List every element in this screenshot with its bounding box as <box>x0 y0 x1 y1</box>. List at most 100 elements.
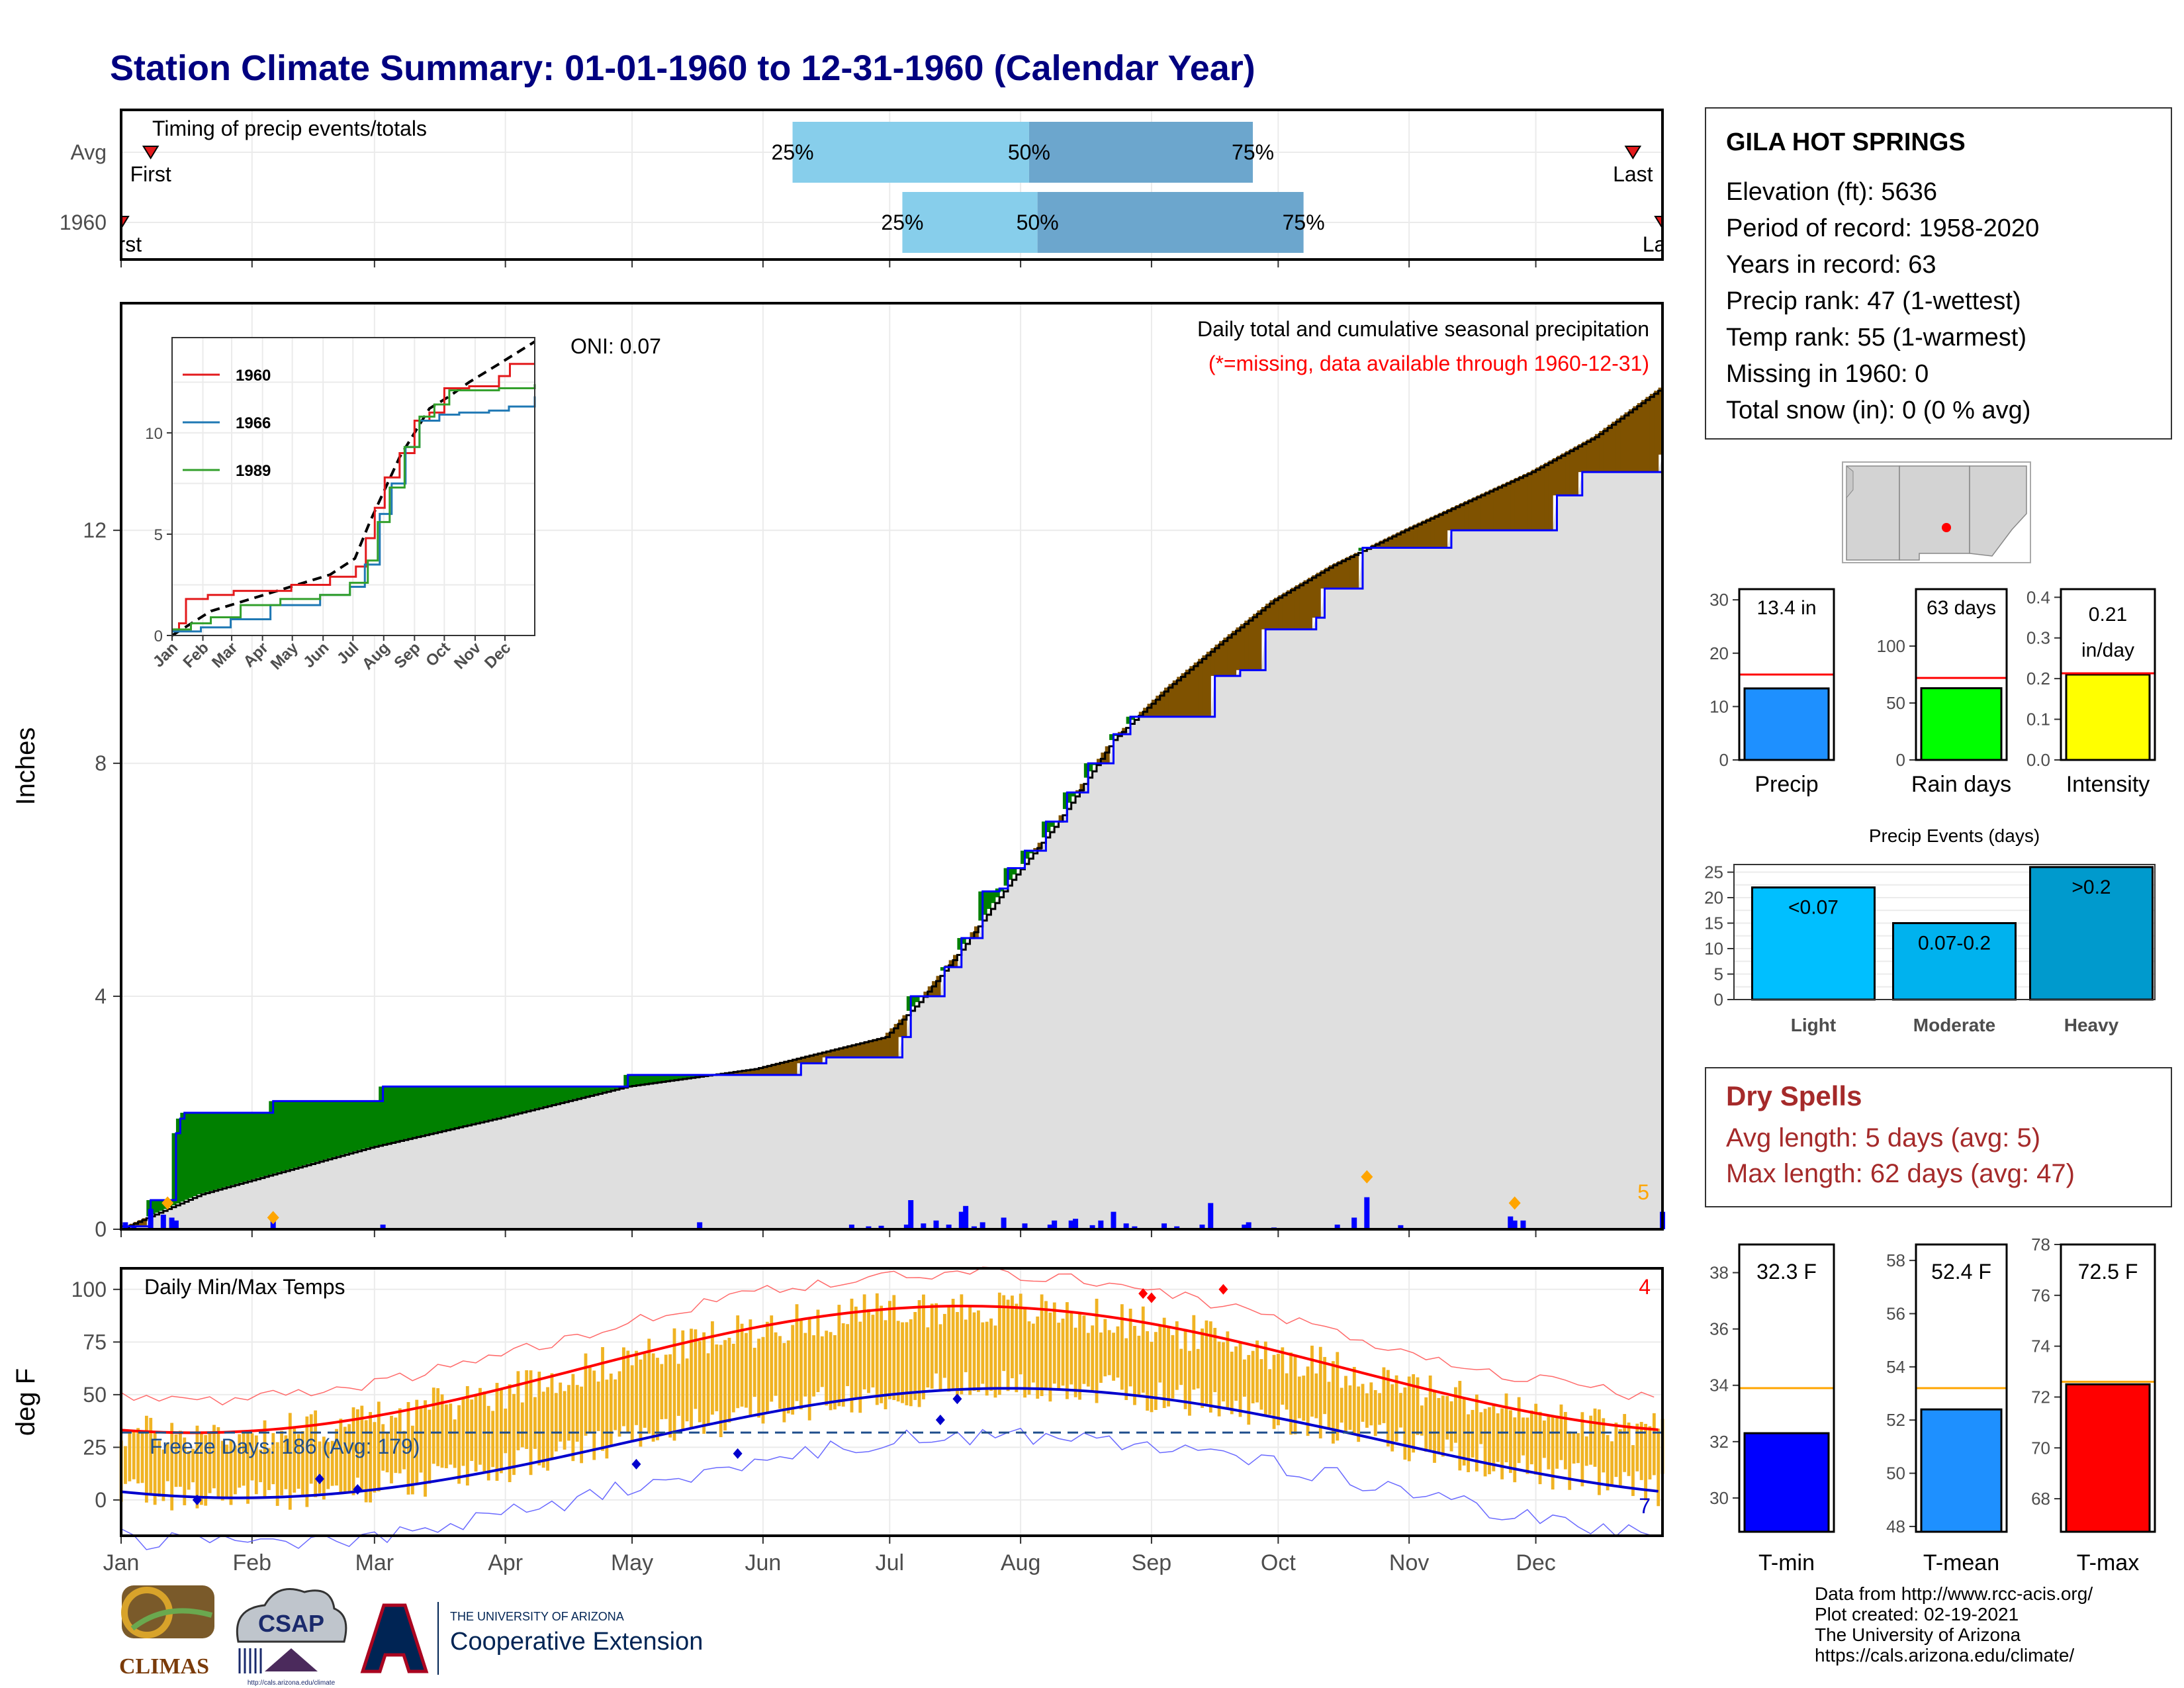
cumulative-diff-segment <box>801 1056 806 1064</box>
daily-temp-bar <box>351 1407 355 1495</box>
cumulative-diff-segment <box>788 1059 794 1075</box>
avg-cumulative-line <box>121 387 1664 1231</box>
daily-temp-bar <box>1657 1429 1661 1507</box>
cumulative-diff-segment <box>1024 851 1030 859</box>
cumulative-diff-segment <box>1459 503 1465 531</box>
daily-temp-bar <box>381 1424 385 1471</box>
cumulative-diff-segment <box>492 1086 498 1119</box>
daily-temp-bar <box>981 1322 985 1384</box>
temp-bar-ytick-label: 56 <box>1886 1303 1905 1323</box>
location-map <box>1842 461 2031 563</box>
daily-temp-bar <box>546 1387 549 1471</box>
daily-temp-bar <box>504 1408 508 1454</box>
daily-temp-bar <box>782 1342 786 1423</box>
daily-temp-bar <box>136 1428 140 1483</box>
daily-temp-bar <box>723 1340 727 1430</box>
record-high-line <box>120 1266 1655 1406</box>
daily-temp-bar <box>470 1399 474 1462</box>
daily-temp-bar <box>1175 1321 1179 1390</box>
cumulative-diff-segment <box>805 1055 810 1064</box>
record-precip-marker <box>161 1196 174 1210</box>
daily-precip-bar <box>1047 1224 1053 1229</box>
cumulative-diff-segment <box>446 1086 451 1129</box>
record-low-marker <box>952 1393 962 1405</box>
cumulative-diff-segment <box>1312 575 1317 618</box>
summary-ytick-label: 100 <box>1877 636 1905 656</box>
daily-temp-bar <box>1369 1382 1373 1426</box>
daily-temp-bar <box>867 1309 870 1393</box>
cumulative-diff-segment <box>1649 393 1655 473</box>
daily-temp-bar <box>1078 1313 1081 1400</box>
daily-temp-bar <box>1006 1299 1010 1391</box>
daily-temp-bar <box>267 1448 271 1490</box>
cumulative-diff-segment <box>1447 508 1452 531</box>
daily-temp-bar <box>989 1318 993 1391</box>
summary-ytick-label: 30 <box>1709 590 1729 610</box>
cumulative-diff-segment <box>1574 446 1578 496</box>
daily-temp-bar <box>778 1336 782 1409</box>
daily-temp-bar <box>158 1440 161 1497</box>
summary-value-label: 63 days <box>1927 597 1996 619</box>
cumulative-diff-segment <box>256 1113 261 1178</box>
cumulative-diff-segment <box>180 1113 185 1202</box>
daily-temp-bar <box>1289 1352 1293 1435</box>
cumulative-diff-segment <box>1404 528 1410 548</box>
daily-temp-bar <box>1382 1367 1386 1423</box>
daily-temp-bar <box>550 1373 554 1460</box>
daily-temp-bar <box>1146 1331 1150 1411</box>
credits: Data from http://www.rcc-acis.org/ Plot … <box>1815 1583 2093 1665</box>
daily-temp-bar <box>1141 1306 1145 1393</box>
map-state-texas <box>1969 465 2027 557</box>
cumulative-diff-segment <box>915 996 920 1002</box>
daily-temp-bar <box>1192 1315 1196 1390</box>
cumulative-diff-segment <box>1265 603 1271 630</box>
daily-temp-bar <box>1538 1411 1542 1485</box>
daily-precip-bar <box>1520 1220 1526 1229</box>
daily-temp-bar <box>242 1430 246 1486</box>
cumulative-diff-segment <box>412 1086 418 1137</box>
daily-temp-bar <box>165 1442 169 1481</box>
daily-temp-bar <box>1162 1317 1166 1409</box>
daily-precip-bar <box>878 1225 884 1229</box>
ua-a-icon <box>360 1603 429 1673</box>
record-precip-marker <box>1508 1196 1521 1210</box>
daily-temp-bar <box>1112 1333 1115 1381</box>
summary-ytick-label: 0.1 <box>2026 710 2050 729</box>
precip-ytick-label: 8 <box>95 751 107 775</box>
cumulative-diff-segment <box>780 1062 785 1075</box>
daily-precip-bar <box>173 1220 179 1229</box>
cumulative-diff-segment <box>201 1113 206 1194</box>
daily-temp-bar <box>761 1336 765 1424</box>
daily-temp-bar <box>1344 1376 1347 1432</box>
daily-temp-bar <box>614 1379 617 1430</box>
daily-temp-bar <box>749 1319 752 1417</box>
cumulative-diff-segment <box>1565 451 1570 496</box>
daily-temp-bar <box>1268 1369 1272 1415</box>
daily-temp-bar <box>275 1442 279 1506</box>
cumulative-diff-segment <box>1042 821 1046 838</box>
cumulative-diff-segment <box>923 992 929 997</box>
cumulative-diff-segment <box>463 1086 468 1126</box>
temp-bar-ytick-label: 68 <box>2031 1489 2050 1509</box>
daily-temp-bar <box>398 1408 402 1474</box>
cumulative-diff-segment <box>691 1074 696 1078</box>
cumulative-diff-segment <box>1168 684 1173 717</box>
cumulative-diff-segment <box>264 1113 269 1176</box>
daily-precip-bar <box>1398 1225 1404 1229</box>
cumulative-diff-segment <box>560 1086 565 1102</box>
temp-panel: 0 25 50 75 100 deg F Freeze Days: 186 (Avg: 17… <box>11 1266 1664 1575</box>
month-axis-label: Dec <box>1516 1550 1555 1575</box>
daily-temp-bar <box>144 1415 148 1503</box>
cumulative-diff-segment <box>269 1101 274 1175</box>
cumulative-diff-segment <box>881 1037 886 1058</box>
cumulative-diff-segment <box>1160 691 1165 717</box>
cumulative-diff-segment <box>826 1050 831 1058</box>
daily-temp-bar <box>1226 1331 1230 1408</box>
cumulative-diff-segment <box>1261 607 1266 630</box>
daily-temp-bar <box>812 1335 815 1397</box>
daily-temp-bar <box>765 1321 769 1413</box>
cumulative-diff-segment <box>1539 465 1545 531</box>
daily-temp-bar <box>1154 1332 1158 1410</box>
cumulative-diff-segment <box>632 1074 637 1086</box>
